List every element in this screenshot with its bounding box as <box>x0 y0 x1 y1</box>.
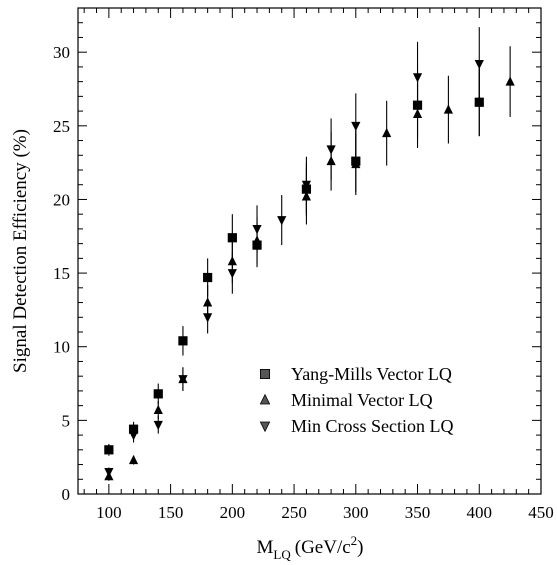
data-point <box>252 224 262 235</box>
data-point <box>227 233 237 243</box>
legend: Yang-Mills Vector LQ Minimal Vector LQ Min… <box>259 364 454 436</box>
x-tick-label: 400 <box>467 503 493 522</box>
data-point <box>203 313 213 323</box>
data-marks <box>104 27 515 481</box>
data-point <box>104 467 114 478</box>
data-point <box>412 73 423 83</box>
data-point <box>153 420 163 431</box>
data-point <box>178 375 188 385</box>
data-point <box>505 76 515 86</box>
data-point <box>227 269 237 279</box>
data-point <box>301 180 312 191</box>
data-point <box>443 104 453 114</box>
data-point <box>153 389 163 399</box>
plot-frame <box>77 7 542 495</box>
y-tick-label: 15 <box>53 264 70 283</box>
data-point <box>351 158 361 169</box>
x-tick-label: 250 <box>281 503 307 522</box>
x-tick-label: 100 <box>96 503 122 522</box>
legend-marker <box>259 368 270 379</box>
y-tick-label: 20 <box>53 190 70 209</box>
x-tick-label: 200 <box>220 503 246 522</box>
x-tick-label: 450 <box>528 503 554 522</box>
x-axis-label-sup: 2 <box>351 533 358 548</box>
x-tick-label: 350 <box>405 503 431 522</box>
legend-label: Minimal Vector LQ <box>291 390 433 410</box>
data-point <box>351 121 361 132</box>
data-point <box>382 127 392 138</box>
x-axis-label-unit: (GeV/c <box>295 537 351 558</box>
y-tick-label: 30 <box>53 43 70 62</box>
data-point <box>128 431 139 441</box>
legend-marker <box>259 393 271 405</box>
x-axis-label-sub: LQ <box>273 547 291 562</box>
y-tick-label: 0 <box>62 485 71 504</box>
data-point <box>203 272 213 283</box>
y-tick-label: 10 <box>53 338 70 357</box>
legend-marker <box>259 421 271 433</box>
data-point <box>128 454 139 465</box>
legend-label: Min Cross Section LQ <box>291 416 454 436</box>
data-point <box>474 59 484 70</box>
y-tick-label: 25 <box>53 117 70 136</box>
data-point <box>412 108 423 119</box>
series-triangle-down <box>104 27 484 478</box>
legend-label: Yang-Mills Vector LQ <box>291 364 452 384</box>
data-point <box>178 336 188 346</box>
data-point <box>104 445 114 455</box>
x-axis-label-main: M <box>257 537 274 558</box>
x-tick-label: 150 <box>158 503 184 522</box>
x-axis: 100 150 200 250 300 350 400 450 <box>83 8 554 522</box>
y-axis: 0 5 10 15 20 25 30 <box>53 22 541 504</box>
x-tick-label: 300 <box>343 503 369 522</box>
y-axis-label: Signal Detection Efficiency (%) <box>10 129 31 373</box>
x-axis-label-close: ) <box>357 537 363 558</box>
data-point <box>153 404 163 415</box>
x-axis-label: MLQ (GeV/c2) <box>257 533 364 562</box>
data-point <box>326 145 336 155</box>
y-tick-label: 5 <box>62 411 71 430</box>
data-point <box>277 216 287 226</box>
